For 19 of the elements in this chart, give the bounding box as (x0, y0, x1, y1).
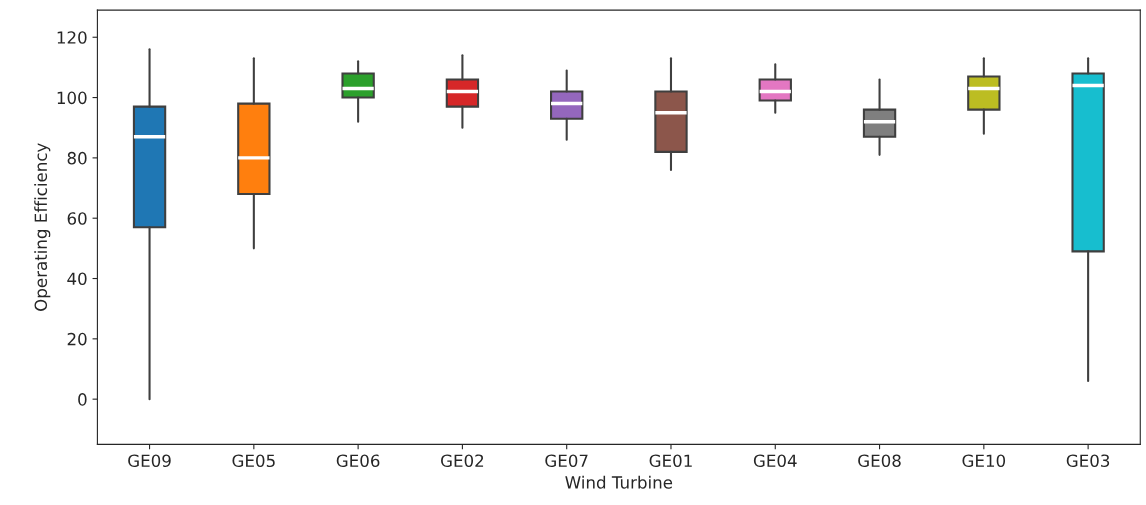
x-tick-label: GE10 (962, 454, 1006, 468)
y-tick-label: 80 (67, 151, 87, 165)
x-axis-title: Wind Turbine (565, 475, 673, 489)
y-axis-title: Operating Efficiency (34, 143, 51, 311)
y-tick-label: 100 (57, 91, 87, 105)
y-tick-label: 20 (67, 332, 87, 346)
x-tick-label: GE06 (336, 454, 380, 468)
x-tick-label: GE08 (858, 454, 901, 468)
y-tick-label: 120 (57, 31, 87, 44)
x-tick-label: GE04 (753, 454, 797, 468)
x-tick-label: GE07 (545, 454, 588, 468)
x-tick-label: GE05 (232, 454, 275, 468)
x-tick-label: GE03 (1066, 454, 1110, 468)
y-tick-label: 40 (67, 272, 87, 286)
y-tick-label: 0 (78, 393, 87, 406)
x-tick-label: GE09 (128, 454, 171, 468)
x-tick-label: GE01 (649, 454, 692, 468)
y-tick-label: 60 (67, 212, 87, 225)
x-tick-label: GE02 (441, 454, 484, 468)
